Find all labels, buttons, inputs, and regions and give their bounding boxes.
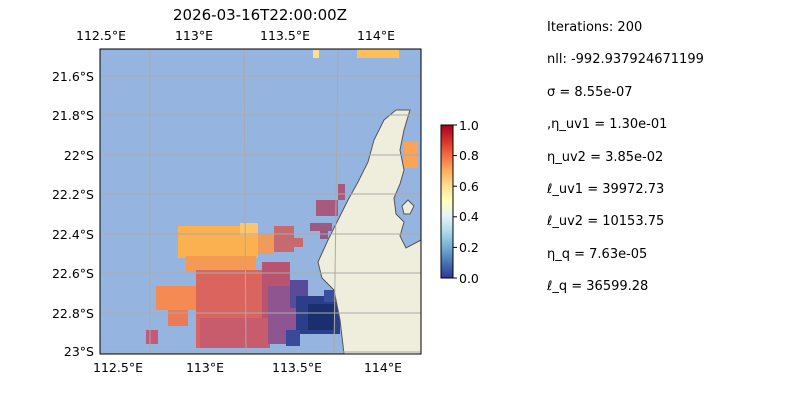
lon-tick-label: 112.5°E (76, 28, 126, 43)
map-panel[interactable] (100, 49, 421, 354)
param-nll: nll: -992.937924671199 (547, 52, 704, 67)
lat-ticks: 21.6°S 21.8°S 22°S 22.2°S 22.4°S 22.6°S … (52, 69, 94, 359)
colorbar-tick-label: 0.2 (459, 240, 479, 255)
lon-tick-label: 113.5°E (272, 360, 322, 375)
param-iterations: Iterations: 200 (547, 20, 643, 35)
data-field (146, 49, 418, 348)
lat-tick-label: 22.4°S (52, 227, 94, 242)
lon-tick-label: 113°E (175, 28, 213, 43)
lat-tick-label: 22.6°S (52, 266, 94, 281)
colorbar-gradient (440, 124, 454, 279)
lat-tick-label: 22.2°S (52, 187, 94, 202)
param-eta-uv2: η_uv2 = 3.85e-02 (547, 150, 664, 165)
lon-ticks-top: 112.5°E 113°E 113.5°E 114°E (76, 28, 395, 43)
param-l-q: ℓ_q = 36599.28 (547, 279, 649, 294)
param-eta-q: η_q = 7.63e-05 (547, 247, 648, 262)
lat-tick-label: 22°S (64, 148, 94, 163)
colorbar-tick-label: 0.0 (459, 271, 479, 286)
map-frame (99, 48, 422, 355)
land (317, 109, 421, 354)
param-l-uv2: ℓ_uv2 = 10153.75 (547, 214, 665, 229)
colorbar-tick-label: 0.6 (459, 179, 479, 194)
param-sigma: σ = 8.55e-07 (547, 85, 633, 100)
colorbar-tick-label: 0.4 (459, 209, 479, 224)
lat-tick-label: 23°S (64, 344, 94, 359)
lat-tick-label: 21.8°S (52, 108, 94, 123)
lat-tick-label: 21.6°S (52, 69, 94, 84)
lon-tick-label: 112.5°E (93, 360, 143, 375)
param-l-uv1: ℓ_uv1 = 39972.73 (547, 182, 665, 197)
gridlines (100, 49, 421, 354)
lon-tick-label: 113°E (186, 360, 224, 375)
param-eta-uv1: ,η_uv1 = 1.30e-01 (547, 117, 668, 132)
land-islet (401, 199, 415, 215)
lon-tick-label: 113.5°E (260, 28, 310, 43)
lon-ticks-bottom: 112.5°E 113°E 113.5°E 114°E (93, 360, 402, 375)
lon-tick-label: 114°E (364, 360, 402, 375)
lon-tick-label: 114°E (357, 28, 395, 43)
lat-tick-label: 22.8°S (52, 306, 94, 321)
map-title: 2026-03-16T22:00:00Z (173, 6, 347, 24)
colorbar: 0.0 0.2 0.4 0.6 0.8 1.0 (440, 118, 479, 286)
colorbar-tick-label: 0.8 (459, 148, 479, 163)
colorbar-tick-label: 1.0 (459, 118, 479, 133)
